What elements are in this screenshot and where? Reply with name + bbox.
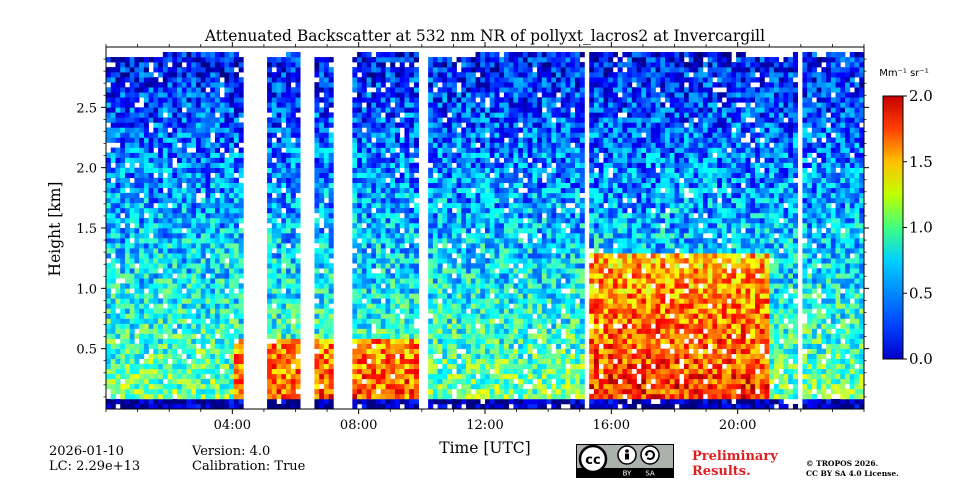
preliminary-line-1: Preliminary: [692, 449, 778, 464]
colorbar-tick-label: 1.5: [909, 153, 933, 171]
preliminary-notice: Preliminary Results.: [692, 449, 778, 479]
colorbar-tick-label: 2.0: [909, 87, 933, 105]
colorbar-tick-label: 0.5: [909, 284, 933, 302]
cc-icon-text: cc: [585, 453, 600, 468]
footer-version: Version: 4.0: [192, 444, 271, 459]
copyright-line-1: © TROPOS 2026.: [806, 459, 879, 468]
copyright-notice: © TROPOS 2026. CC BY SA 4.0 License.: [806, 459, 899, 479]
y-tick-label: 0.5: [76, 343, 97, 358]
colorbar-tick-label: 0.0: [909, 350, 933, 368]
copyright-line-2: CC BY SA 4.0 License.: [806, 469, 899, 478]
x-axis: 04:00 08:00 12:00 16:00 20:00: [105, 42, 865, 433]
footer-lc: LC: 2.29e+13: [49, 459, 141, 474]
footer-calibration: Calibration: True: [192, 459, 306, 474]
y-axis-label: Height [km]: [46, 182, 64, 277]
colorbar: [882, 95, 904, 360]
heatmap-image: [106, 52, 865, 410]
cc-icon: [578, 444, 608, 474]
x-tick-label: 16:00: [593, 418, 630, 433]
y-tick-label: 1.5: [76, 222, 97, 237]
x-tick-label: 04:00: [214, 418, 251, 433]
footer-date: 2026-01-10: [49, 444, 124, 459]
x-tick-label: 12:00: [466, 418, 503, 433]
sa-label: SA: [645, 470, 655, 478]
plot-frame: [105, 46, 865, 410]
chart-title: Attenuated Backscatter at 532 nm NR of p…: [204, 27, 765, 45]
preliminary-line-2: Results.: [692, 464, 751, 479]
by-label: BY: [623, 470, 632, 478]
x-tick-label: 20:00: [719, 418, 756, 433]
cc-by-sa-badge: cc BY SA: [576, 444, 674, 478]
y-tick-label: 2.5: [76, 101, 97, 116]
colorbar-unit-label: Mm⁻¹ sr⁻¹: [879, 68, 928, 79]
y-tick-label: 1.0: [76, 282, 97, 297]
sa-icon: [640, 445, 660, 465]
x-tick-label: 08:00: [340, 418, 377, 433]
x-axis-label: Time [UTC]: [439, 439, 530, 457]
colorbar-tick-label: 1.0: [909, 219, 933, 237]
colorbar-ticks: 0.0 0.5 1.0 1.5 2.0: [903, 87, 933, 368]
y-tick-label: 2.0: [76, 162, 97, 177]
